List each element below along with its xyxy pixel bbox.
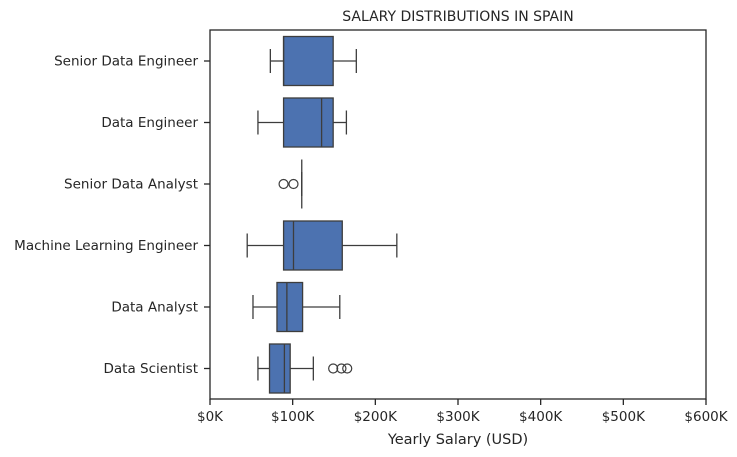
iqr-box [268,343,291,394]
x-tick-label: $100K [271,409,315,425]
y-tick-label: Machine Learning Engineer [14,238,198,254]
iqr-box [276,281,304,333]
box-group [257,97,348,148]
box-group [257,343,353,394]
outlier-point [336,363,347,374]
y-axis: Senior Data Engineer Data Engineer Senior … [14,54,210,377]
box-group [246,220,398,271]
iqr-box [282,35,334,87]
outlier-point [288,178,299,190]
x-tick-label: $600K [684,409,728,425]
y-tick-label: Senior Data Analyst [64,177,198,193]
box-group [278,159,303,209]
x-tick-label: $0K [197,409,224,425]
iqr-box [282,220,343,271]
x-axis-label: Yearly Salary (USD) [387,432,528,448]
outlier-point [328,363,339,374]
y-tick-label: Data Engineer [101,115,198,131]
outlier-point [342,363,353,374]
iqr-box [282,97,334,148]
x-tick-label: $500K [602,409,646,425]
y-tick-label: Data Scientist [104,361,199,377]
outlier-point [278,178,289,190]
plot-area [246,35,398,394]
x-tick-label: $300K [436,409,480,425]
x-axis: $0K $100K $200K $300K $400K $500K $600K [197,399,729,425]
box-group [269,35,357,87]
y-tick-label: Senior Data Engineer [54,54,198,70]
x-tick-label: $200K [354,409,398,425]
x-tick-label: $400K [519,409,563,425]
y-tick-label: Data Analyst [111,300,198,316]
chart-title: SALARY DISTRIBUTIONS IN SPAIN [342,9,574,25]
box-group [252,281,341,333]
